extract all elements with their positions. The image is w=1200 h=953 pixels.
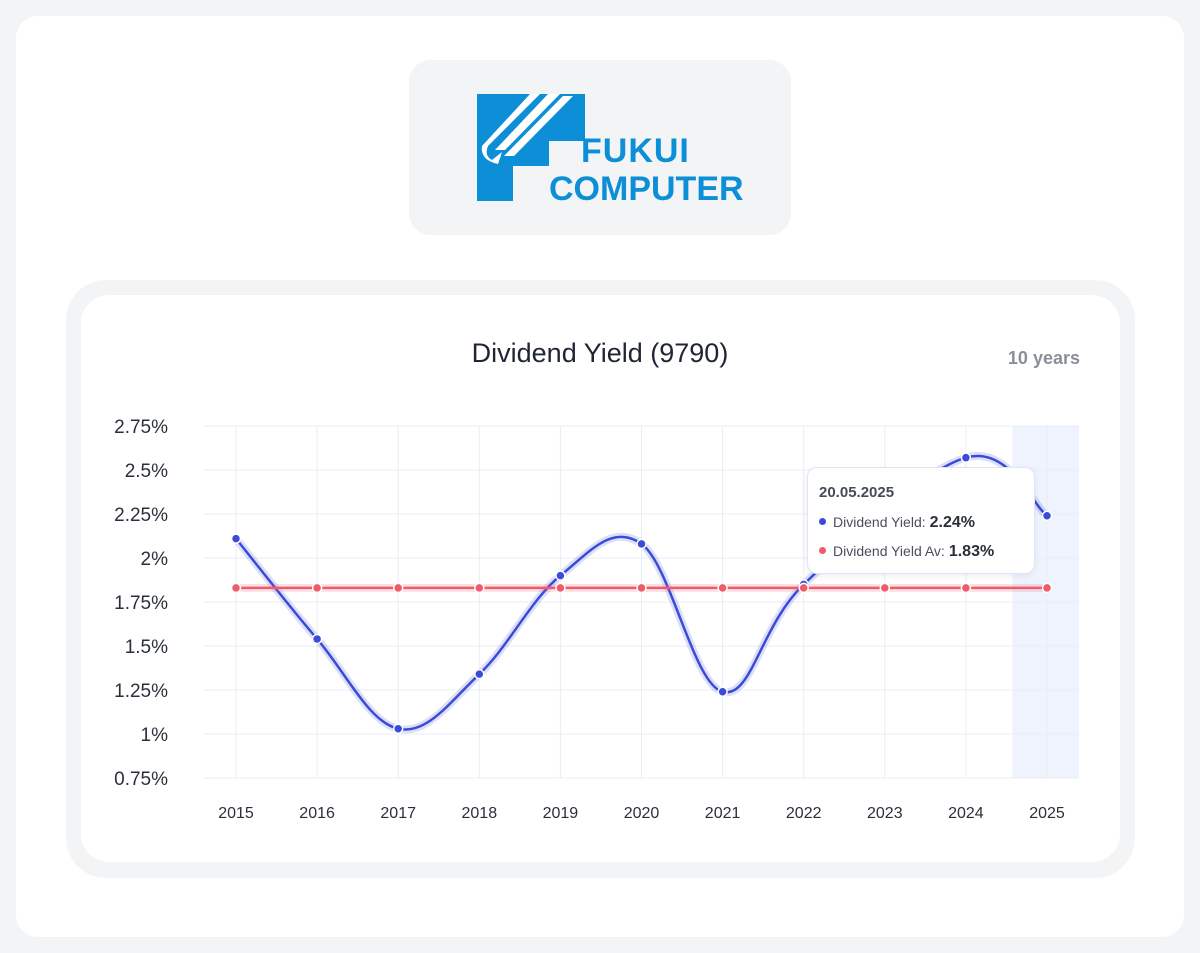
x-tick-label: 2018 [462,805,498,822]
chart-tooltip: 20.05.2025 Dividend Yield: 2.24% Dividend… [807,467,1035,574]
tooltip-row-dividend-yield: Dividend Yield: 2.24% [819,514,975,532]
data-point-dividend-yield-av [311,582,323,594]
y-tick-label: 2.25% [114,505,168,526]
chart-title: Dividend Yield (9790) [471,338,729,368]
y-tick-label: 1.25% [114,681,168,702]
x-tick-label: 2022 [786,805,822,822]
tooltip-row-dividend-yield-av: Dividend Yield Av: 1.83% [819,543,994,561]
chart-card [81,295,1120,862]
data-point-dividend-yield-av [555,582,566,594]
data-point-dividend-yield [392,723,404,734]
y-tick-label: 2% [141,549,169,570]
x-tick-label: 2020 [624,805,660,822]
data-point-dividend-yield-av [1041,582,1053,594]
y-tick-label: 2.75% [114,417,168,438]
data-point-dividend-yield [474,668,485,680]
range-selector-10-years[interactable]: 10 years [1007,348,1080,368]
data-point-dividend-yield-av [798,582,809,594]
data-point-dividend-yield [636,538,647,550]
data-point-dividend-yield-av [717,582,728,594]
tooltip-date: 20.05.2025 [819,484,895,501]
company-logo-card: FUKUI COMPUTER [409,60,791,235]
tooltip-value: 1.83% [948,543,995,560]
tooltip-series-dot [819,518,826,525]
logo-text-line2: COMPUTER [549,170,744,208]
x-tick-label: 2015 [218,805,254,822]
data-point-dividend-yield [1041,510,1053,522]
tooltip-series-dot [819,547,826,554]
data-point-dividend-yield-av [474,582,485,594]
x-tick-label: 2025 [1029,805,1065,822]
y-tick-label: 1% [141,725,169,746]
data-point-dividend-yield [960,452,972,463]
data-point-dividend-yield-av [392,582,404,594]
company-logo: FUKUI COMPUTER [477,94,744,208]
data-point-dividend-yield [717,686,728,698]
x-tick-label: 2024 [948,805,984,822]
tooltip-label: Dividend Yield Av: [833,543,945,559]
data-point-dividend-yield [311,633,323,645]
x-tick-label: 2016 [299,805,335,822]
y-tick-label: 2.5% [125,461,168,482]
logo-text-line1: FUKUI [581,132,690,170]
y-tick-label: 1.5% [125,637,168,658]
tooltip-value: 2.24% [929,514,975,531]
x-tick-label: 2021 [705,805,741,822]
y-tick-label: 1.75% [114,593,168,614]
data-point-dividend-yield-av [230,582,242,594]
x-tick-label: 2019 [543,805,579,822]
y-tick-label: 0.75% [114,769,168,790]
data-point-dividend-yield-av [636,582,647,594]
x-tick-label: 2023 [867,805,903,822]
data-point-dividend-yield-av [960,582,972,594]
x-tick-label: 2017 [380,805,416,822]
data-point-dividend-yield [230,533,242,544]
tooltip-label: Dividend Yield: [833,514,926,530]
data-point-dividend-yield [555,570,566,581]
logo-mark [477,94,585,201]
data-point-dividend-yield-av [879,582,891,594]
